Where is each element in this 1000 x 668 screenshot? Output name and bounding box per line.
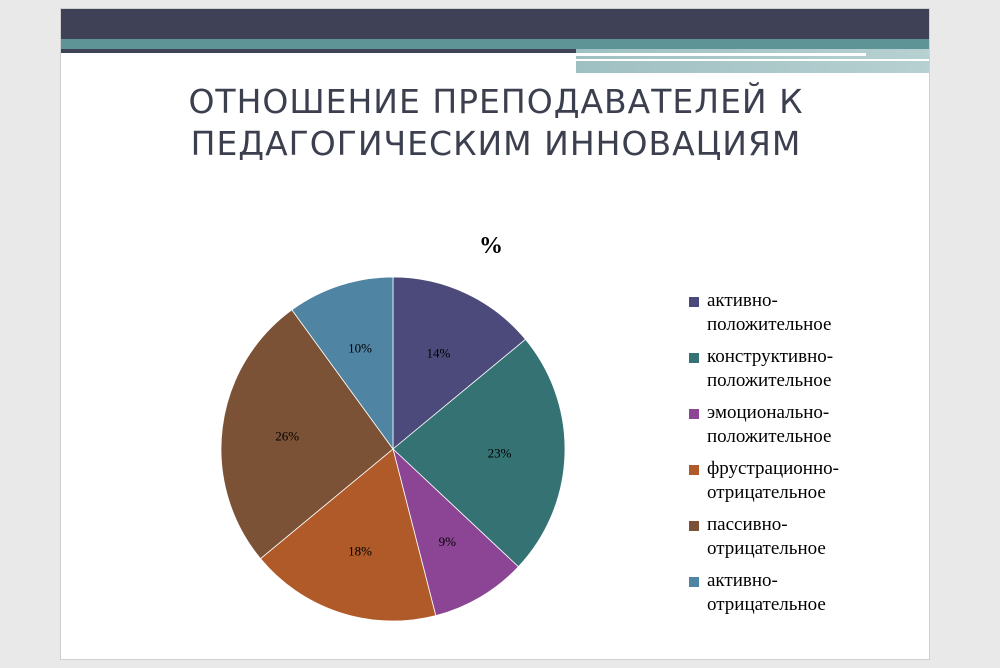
- legend-item: эмоционально-положительное: [689, 401, 909, 457]
- legend-label: пассивно-отрицательное: [707, 513, 907, 561]
- accent-stripe: [61, 49, 576, 53]
- legend-item: активно-отрицательное: [689, 569, 909, 625]
- slice-data-label: 10%: [348, 341, 372, 356]
- legend-label-line: отрицательное: [707, 482, 826, 503]
- legend-label: фрустрационно-отрицательное: [707, 457, 907, 505]
- legend-label-line: активно-: [707, 570, 778, 591]
- legend-label: конструктивно-положительное: [707, 345, 907, 393]
- legend-label-line: отрицательное: [707, 594, 826, 615]
- legend-label-line: положительное: [707, 426, 832, 447]
- legend-label: активно-положительное: [707, 289, 907, 337]
- legend-item: конструктивно-положительное: [689, 345, 909, 401]
- pie-slice: [259, 448, 437, 622]
- pie-slice: [392, 338, 566, 568]
- slide-title-line-1: ОТНОШЕНИЕ ПРЕПОДАВАТЕЛЕЙ К: [188, 82, 804, 121]
- legend-item: пассивно-отрицательное: [689, 513, 909, 569]
- slice-data-label: 18%: [348, 543, 372, 558]
- legend-swatch: [689, 521, 699, 531]
- slide-title-line-2: ПЕДАГОГИЧЕСКИМ ИННОВАЦИЯМ: [190, 124, 802, 163]
- slide: ОТНОШЕНИЕ ПРЕПОДАВАТЕЛЕЙ К ПЕДАГОГИЧЕСКИ…: [60, 8, 930, 660]
- pie-slice: [220, 309, 394, 560]
- accent-line: [576, 53, 866, 56]
- legend-swatch: [689, 409, 699, 419]
- legend-swatch: [689, 353, 699, 363]
- pie-slice: [392, 447, 519, 617]
- slice-data-label: 26%: [275, 429, 299, 444]
- pie-slice: [392, 276, 527, 450]
- slide-title: ОТНОШЕНИЕ ПРЕПОДАВАТЕЛЕЙ К ПЕДАГОГИЧЕСКИ…: [101, 81, 891, 165]
- legend-label-line: активно-: [707, 290, 778, 311]
- pie-slice: [291, 276, 394, 451]
- legend-label-line: положительное: [707, 370, 832, 391]
- chart-title: %: [479, 233, 503, 259]
- legend-swatch: [689, 577, 699, 587]
- header-bar: [61, 9, 929, 39]
- legend-label-line: отрицательное: [707, 538, 826, 559]
- legend-swatch: [689, 465, 699, 475]
- slice-data-label: 23%: [488, 445, 512, 460]
- pie-chart: 14% 23% 9% 18% 26% 10%: [220, 276, 566, 622]
- chart-legend: активно-положительное конструктивно-полож…: [689, 289, 909, 625]
- slice-data-label: 14%: [426, 346, 450, 361]
- legend-item: фрустрационно-отрицательное: [689, 457, 909, 513]
- legend-label: активно-отрицательное: [707, 569, 907, 617]
- legend-item: активно-положительное: [689, 289, 909, 345]
- legend-label: эмоционально-положительное: [707, 401, 907, 449]
- legend-label-line: пассивно-: [707, 514, 788, 535]
- slice-data-label: 9%: [439, 534, 457, 549]
- accent-bar: [61, 39, 929, 49]
- accent-line: [576, 59, 929, 61]
- legend-label-line: конструктивно-: [707, 346, 834, 367]
- legend-swatch: [689, 297, 699, 307]
- legend-label-line: положительное: [707, 314, 832, 335]
- legend-label-line: эмоционально-: [707, 402, 830, 423]
- legend-label-line: фрустрационно-: [707, 458, 839, 479]
